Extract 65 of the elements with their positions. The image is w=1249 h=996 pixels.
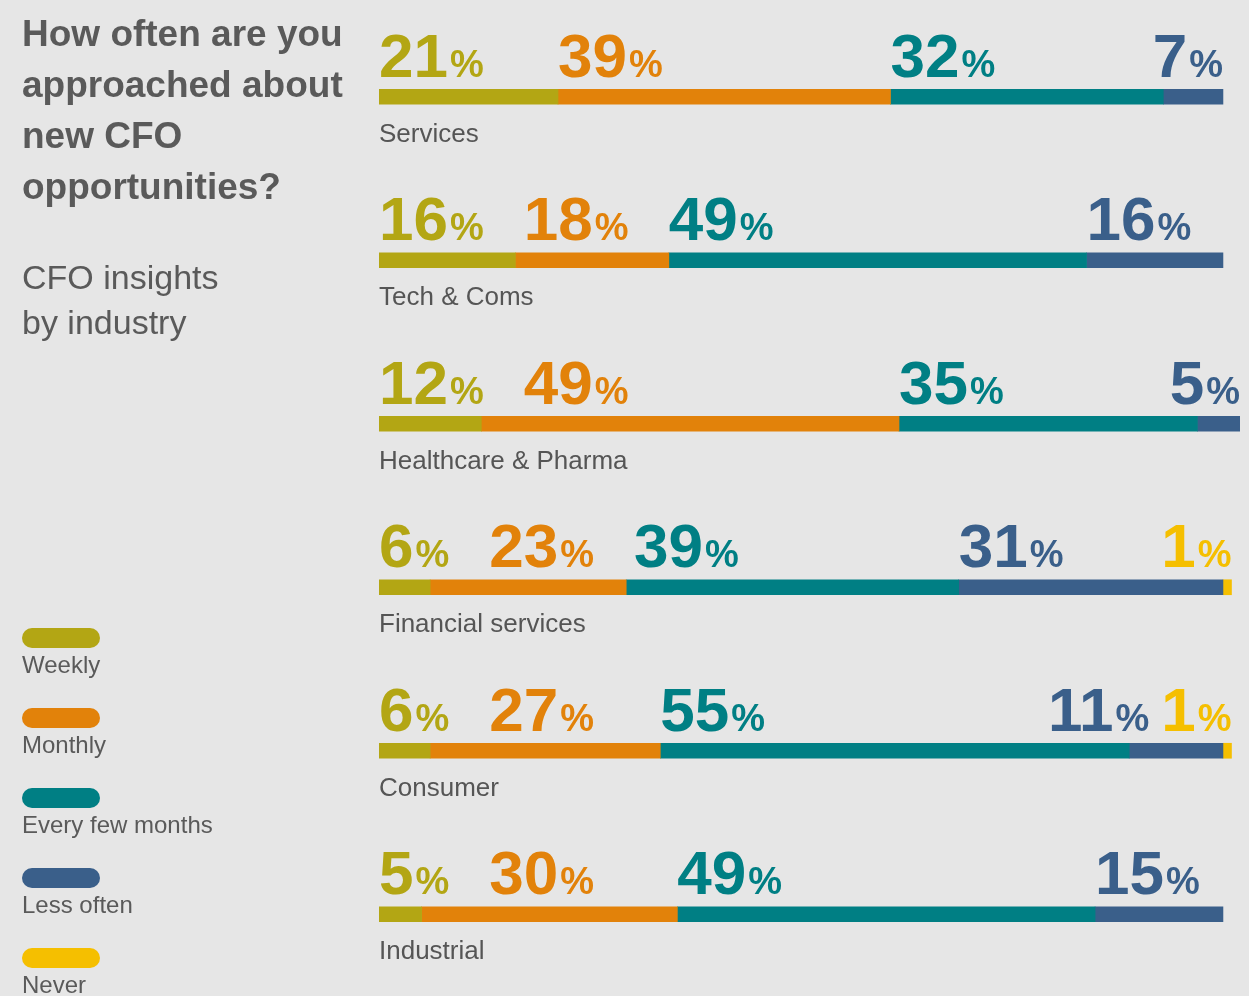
data-label: 32% xyxy=(890,20,996,90)
bar xyxy=(625,579,960,596)
bar xyxy=(480,415,900,432)
text: CFO insights by industry xyxy=(22,257,220,343)
data-label: 49% xyxy=(677,838,783,908)
data-label: 1% xyxy=(1161,511,1232,581)
bar xyxy=(1222,579,1232,596)
bar xyxy=(668,252,1087,269)
data-label: 27% xyxy=(489,674,595,744)
bar xyxy=(429,742,661,759)
y-tick-label: Financial services xyxy=(379,608,586,639)
data-label: 7% xyxy=(1152,20,1223,90)
data-label: 16% xyxy=(1086,184,1192,254)
legend-label: Monthly xyxy=(22,731,108,759)
data-label: 6% xyxy=(379,511,450,581)
bar xyxy=(557,88,891,105)
data-label: 39% xyxy=(634,511,739,581)
bar xyxy=(379,88,559,105)
bar xyxy=(379,906,422,923)
y-tick-label: Services xyxy=(379,117,479,148)
bar xyxy=(515,252,670,269)
data-label: 23% xyxy=(489,511,595,581)
data-label: 49% xyxy=(523,347,629,417)
y-tick-label: Consumer xyxy=(379,771,500,802)
bar xyxy=(958,579,1224,596)
bar xyxy=(1162,88,1224,105)
data-label: 30% xyxy=(489,838,595,908)
bar xyxy=(677,906,1096,923)
data-label: 39% xyxy=(558,20,663,90)
data-label: 55% xyxy=(660,674,766,744)
legend-label: Never xyxy=(22,971,88,996)
bar xyxy=(1128,742,1224,759)
data-label: 16% xyxy=(379,184,484,254)
bar xyxy=(1197,415,1240,432)
data-label: 5% xyxy=(379,838,450,908)
bar xyxy=(1222,742,1232,759)
y-tick-label: Industrial xyxy=(379,935,485,966)
bar xyxy=(379,742,431,759)
data-label: 12% xyxy=(379,347,484,417)
bar xyxy=(421,906,678,923)
text: How often are you approached about new CFO opportunities? xyxy=(22,12,344,209)
bar xyxy=(898,415,1198,432)
bar xyxy=(429,579,627,596)
legend-label: Less often xyxy=(22,891,134,919)
data-label: 15% xyxy=(1095,838,1200,908)
data-label: 1% xyxy=(1161,674,1232,744)
bar xyxy=(1094,906,1224,923)
data-label: 49% xyxy=(668,184,774,254)
y-tick-label: Tech & Coms xyxy=(379,281,534,312)
data-label: 21% xyxy=(379,20,484,90)
data-label: 31% xyxy=(958,511,1064,581)
data-label: 18% xyxy=(523,184,629,254)
data-label: 35% xyxy=(899,347,1004,417)
legend-label: Weekly xyxy=(22,651,102,679)
bar xyxy=(379,415,482,432)
data-label: 5% xyxy=(1169,347,1241,417)
bar xyxy=(379,579,431,596)
bar xyxy=(659,742,1130,759)
y-tick-label: Healthcare & Pharma xyxy=(379,444,629,475)
bar xyxy=(379,252,516,269)
bar xyxy=(1086,252,1224,269)
data-label: 11% xyxy=(1047,674,1150,744)
data-label: 6% xyxy=(379,674,450,744)
legend-label: Every few months xyxy=(22,811,213,839)
bar xyxy=(890,88,1164,105)
